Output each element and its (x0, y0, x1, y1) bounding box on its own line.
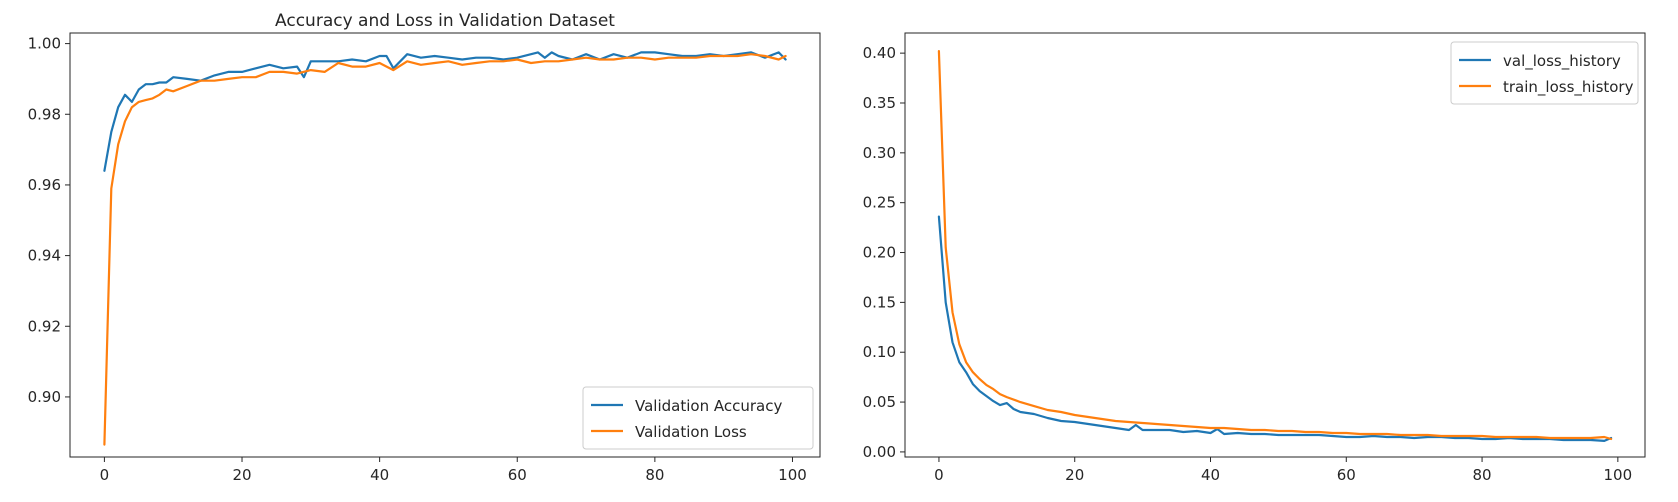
x-tick-label: 80 (1473, 466, 1492, 484)
series-line-train-loss-history (937, 49, 1613, 441)
chart-title: Accuracy and Loss in Validation Dataset (275, 11, 615, 31)
legend-box (1450, 41, 1639, 105)
legend-label-validation-accuracy: Validation Accuracy (635, 397, 782, 415)
x-tick-label: 0 (100, 466, 110, 484)
x-tick-label: 60 (1337, 466, 1356, 484)
y-tick-label: 0.92 (28, 317, 61, 335)
y-tick-label: 0.98 (28, 105, 61, 123)
y-tick-label: 0.00 (863, 443, 896, 461)
accuracy-loss-chart: Accuracy and Loss in Validation Dataset … (28, 11, 821, 484)
ticks-layer: 0 20 40 60 80 100 0.90 0.92 0.94 0.96 0.98 1.00 (28, 35, 807, 484)
x-tick-label: 80 (645, 466, 664, 484)
x-tick-label: 40 (370, 466, 389, 484)
series-line-validation-loss (103, 53, 787, 446)
x-tick-label: 0 (934, 466, 944, 484)
y-tick-label: 0.25 (863, 194, 896, 212)
y-tick-label: 0.40 (863, 44, 896, 62)
legend: val_loss_history train_loss_history (1450, 41, 1639, 105)
legend: Validation Accuracy Validation Loss (582, 386, 814, 450)
series-line-validation-accuracy (103, 51, 787, 172)
legend-label-val-loss-history: val_loss_history (1503, 52, 1621, 71)
x-tick-label: 20 (1065, 466, 1084, 484)
y-tick-label: 0.05 (863, 393, 896, 411)
x-tick-label: 60 (508, 466, 527, 484)
y-tick-label: 0.94 (28, 247, 61, 265)
series-line-val-loss-history (937, 215, 1613, 442)
y-tick-label: 0.20 (863, 244, 896, 262)
legend-label-train-loss-history: train_loss_history (1503, 78, 1634, 97)
y-tick-label: 0.90 (28, 388, 61, 406)
x-tick-label: 100 (778, 466, 807, 484)
y-tick-label: 0.30 (863, 144, 896, 162)
series-layer (103, 51, 787, 446)
y-tick-label: 0.10 (863, 343, 896, 361)
loss-history-chart: 0 20 40 60 80 100 0.00 0.05 0.10 0.15 0.20 0.25 0.30… (863, 32, 1646, 484)
y-tick-label: 0.15 (863, 293, 896, 311)
x-tick-label: 20 (232, 466, 251, 484)
series-layer (937, 49, 1613, 442)
x-tick-label: 40 (1201, 466, 1220, 484)
y-tick-label: 1.00 (28, 35, 61, 53)
ticks-layer: 0 20 40 60 80 100 0.00 0.05 0.10 0.15 0.20 0.25 0.30… (863, 44, 1633, 484)
y-tick-label: 0.35 (863, 94, 896, 112)
legend-box (582, 386, 814, 450)
legend-label-validation-loss: Validation Loss (635, 423, 747, 441)
y-tick-label: 0.96 (28, 176, 61, 194)
axes-frame (904, 32, 1646, 458)
x-tick-label: 100 (1604, 466, 1633, 484)
axes-frame (69, 32, 821, 458)
